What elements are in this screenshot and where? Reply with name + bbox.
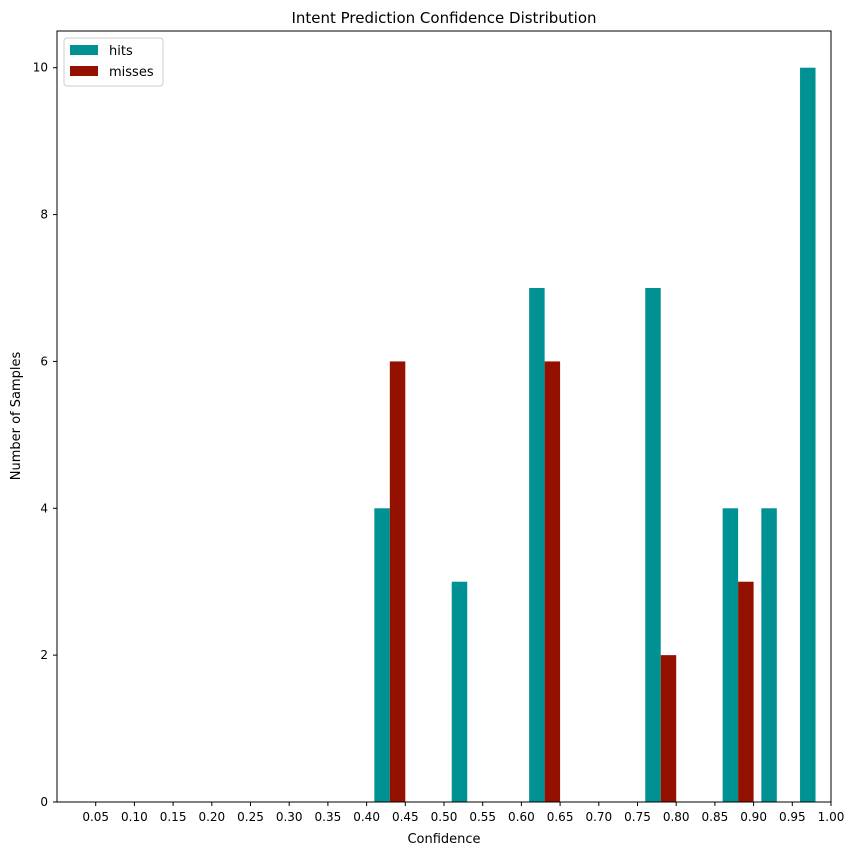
x-tick-label: 1.00 (818, 810, 845, 824)
hits-bar-3 (645, 288, 661, 802)
bars-group (374, 67, 816, 802)
misses-bar-0 (389, 361, 406, 802)
hits-bar-6 (800, 67, 816, 802)
x-tick-label: 0.25 (237, 810, 264, 824)
y-tick-label: 2 (40, 648, 48, 662)
x-tick-label: 0.35 (315, 810, 342, 824)
x-axis: 0.05 0.10 0.15 0.20 0.25 0.30 0.35 0.40 0.45 0.50… (82, 802, 844, 824)
x-tick-label: 0.65 (547, 810, 574, 824)
legend-swatch-misses (70, 66, 98, 76)
x-tick-label: 0.10 (121, 810, 148, 824)
y-tick-label: 10 (33, 61, 48, 75)
legend-swatch-hits (70, 45, 98, 55)
y-tick-label: 4 (40, 501, 48, 515)
misses-bar-2 (660, 655, 677, 802)
x-tick-label: 0.85 (702, 810, 729, 824)
y-tick-label: 0 (40, 795, 48, 809)
x-tick-label: 0.40 (353, 810, 380, 824)
legend-label-hits: hits (109, 44, 133, 59)
x-tick-label: 0.05 (82, 810, 109, 824)
legend-label-misses: misses (109, 65, 154, 80)
x-tick-label: 0.20 (198, 810, 225, 824)
y-axis: 0 2 4 6 8 10 (33, 61, 57, 809)
hits-bar-5 (761, 508, 777, 802)
x-tick-label: 0.95 (779, 810, 806, 824)
hits-bar-4 (722, 508, 739, 802)
y-axis-label: Number of Samples (9, 352, 24, 481)
y-tick-label: 6 (40, 354, 48, 368)
plot-frame (56, 30, 832, 803)
legend: hits misses (63, 37, 164, 87)
y-tick-label: 8 (40, 208, 48, 222)
chart-title: Intent Prediction Confidence Distributio… (291, 9, 596, 27)
misses-bar-3 (738, 581, 754, 802)
x-tick-label: 0.80 (663, 810, 690, 824)
hits-bar-1 (451, 581, 468, 802)
hits-bar-0 (374, 508, 390, 802)
x-tick-label: 0.55 (469, 810, 496, 824)
x-tick-label: 0.90 (740, 810, 767, 824)
hits-bar-2 (529, 288, 545, 802)
x-tick-label: 0.15 (160, 810, 187, 824)
x-tick-label: 0.70 (585, 810, 612, 824)
x-tick-label: 0.75 (624, 810, 651, 824)
x-axis-label: Confidence (407, 832, 480, 847)
x-tick-label: 0.50 (431, 810, 458, 824)
misses-bar-1 (544, 361, 561, 802)
x-tick-label: 0.60 (508, 810, 535, 824)
x-tick-label: 0.45 (392, 810, 419, 824)
x-tick-label: 0.30 (276, 810, 303, 824)
